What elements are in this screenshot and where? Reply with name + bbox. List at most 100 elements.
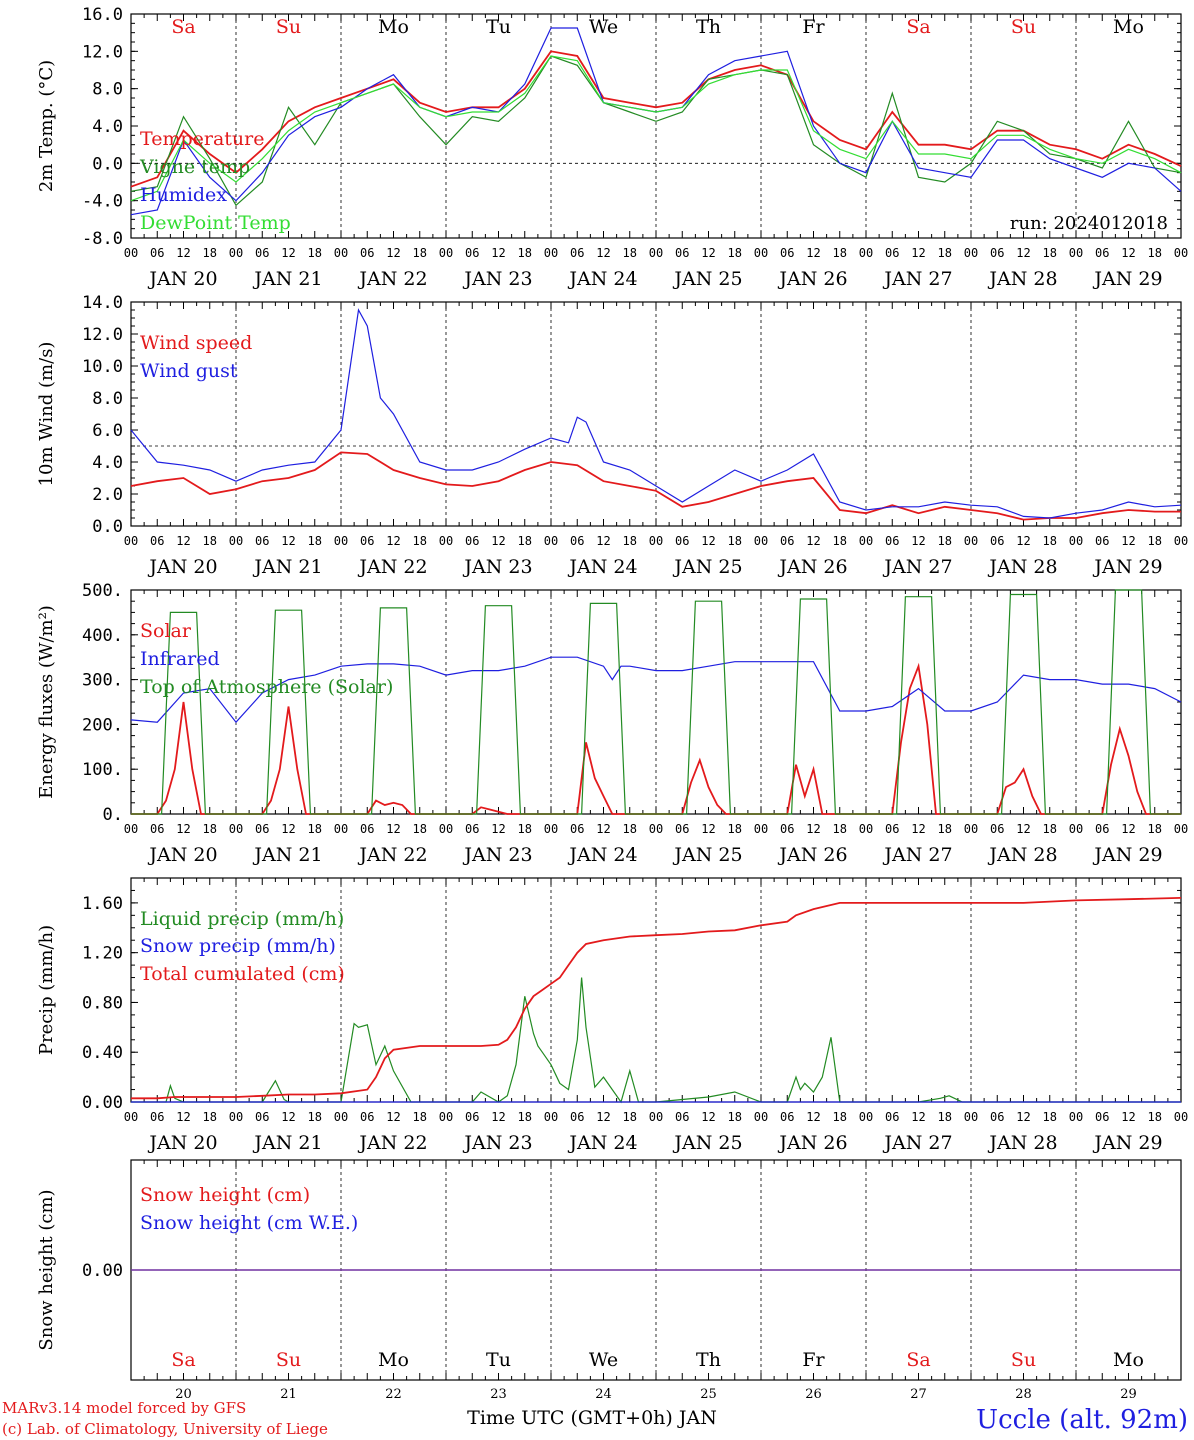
x-tick-label: 06	[990, 822, 1004, 836]
x-tick-label: 06	[675, 534, 689, 548]
x-tick-label: 06	[150, 1110, 164, 1124]
x-tick-label: 06	[465, 534, 479, 548]
date-label: JAN 25	[672, 844, 742, 866]
day-number: 22	[385, 1387, 402, 1402]
x-tick-label: 00	[964, 246, 978, 260]
x-tick-label: 00	[439, 1110, 453, 1124]
x-tick-label: 00	[754, 822, 768, 836]
x-tick-label: 12	[806, 1110, 820, 1124]
legend-entry: DewPoint Temp	[140, 212, 291, 234]
day-name: Tu	[486, 1349, 511, 1371]
date-label: JAN 20	[147, 268, 217, 290]
x-tick-label: 00	[649, 246, 663, 260]
series-line-vigne-temp	[130, 55, 1182, 207]
x-tick-label: 00	[1069, 1110, 1083, 1124]
x-tick-label: 06	[885, 246, 899, 260]
x-tick-label: 12	[596, 246, 610, 260]
x-tick-label: 12	[911, 246, 925, 260]
x-tick-label: 18	[623, 534, 637, 548]
x-tick-label: 06	[990, 534, 1004, 548]
date-label: JAN 21	[252, 1132, 322, 1154]
date-label: JAN 22	[357, 844, 427, 866]
x-tick-label: 06	[780, 822, 794, 836]
day-name: Sa	[171, 16, 195, 38]
x-tick-label: 00	[334, 1110, 348, 1124]
x-tick-label: 18	[518, 534, 532, 548]
day-name: Mo	[378, 16, 409, 38]
x-tick-label: 12	[491, 1110, 505, 1124]
x-tick-label: 06	[885, 822, 899, 836]
x-axis	[130, 1160, 1182, 1380]
x-tick-label: 12	[806, 822, 820, 836]
date-label: JAN 20	[147, 556, 217, 578]
y-tick-label: 400.	[82, 626, 123, 646]
x-tick-label: 12	[911, 822, 925, 836]
x-tick-label: 06	[255, 1110, 269, 1124]
y-tick-label: 0.0	[92, 517, 123, 537]
x-tick-label: 18	[1148, 534, 1162, 548]
x-tick-label: 18	[413, 822, 427, 836]
x-axis-title: Time UTC (GMT+0h) JAN	[467, 1407, 717, 1429]
x-tick-label: 12	[701, 534, 715, 548]
x-tick-label: 00	[1174, 1110, 1188, 1124]
day-number: 26	[805, 1387, 822, 1402]
y-tick-label: 1.60	[82, 894, 123, 914]
x-tick-label: 00	[1174, 822, 1188, 836]
x-tick-label: 18	[1148, 1110, 1162, 1124]
x-tick-label: 18	[728, 246, 742, 260]
date-label: JAN 27	[882, 556, 952, 578]
x-tick-label: 00	[334, 246, 348, 260]
x-tick-label: 18	[203, 246, 217, 260]
run-label: run: 2024012018	[1010, 213, 1168, 234]
x-tick-label: 00	[544, 822, 558, 836]
x-tick-label: 00	[439, 246, 453, 260]
y-tick-label: 0.80	[82, 993, 123, 1013]
x-tick-label: 06	[465, 1110, 479, 1124]
x-tick-label: 06	[990, 1110, 1004, 1124]
legend-entry: Vigne temp	[139, 156, 250, 178]
x-tick-label: 00	[124, 1110, 138, 1124]
y-tick-label: 2.0	[92, 485, 123, 505]
x-axis: 00 06 12 18 00 06 12 18 00 06 12 18 00 06 12 18 00 06 12 18…	[124, 590, 1188, 866]
x-tick-label: 06	[360, 822, 374, 836]
x-tick-label: 18	[518, 1110, 532, 1124]
date-label: JAN 23	[462, 844, 532, 866]
x-tick-label: 00	[544, 246, 558, 260]
date-label: JAN 26	[777, 844, 847, 866]
y-axis: 0.0 2.0 4.0 6.0 8.0 10.0 12.0 14.0	[82, 293, 1181, 537]
x-tick-label: 06	[1095, 534, 1109, 548]
y-axis-label: Energy fluxes (W/m²)	[36, 605, 57, 799]
legend-entry: Temperature	[140, 128, 264, 150]
series-line-total-cumulated-cm-	[131, 897, 1182, 1100]
day-number: 27	[910, 1387, 927, 1402]
date-label: JAN 20	[147, 1132, 217, 1154]
y-tick-label: 1.20	[82, 944, 123, 964]
x-tick-label: 18	[938, 246, 952, 260]
x-tick-label: 12	[281, 534, 295, 548]
series-line-wind-gust	[130, 308, 1182, 519]
x-tick-label: 00	[544, 534, 558, 548]
day-name: Mo	[1113, 16, 1144, 38]
station-label: Uccle (alt. 92m)	[976, 1405, 1188, 1435]
x-tick-label: 18	[518, 822, 532, 836]
legend-entry: Solar	[140, 620, 192, 642]
day-name: We	[589, 1349, 618, 1371]
series-line-temperature	[130, 50, 1182, 188]
date-label: JAN 27	[882, 268, 952, 290]
x-tick-label: 06	[255, 822, 269, 836]
date-label: JAN 29	[1092, 844, 1162, 866]
x-tick-label: 18	[833, 1110, 847, 1124]
x-tick-label: 12	[911, 534, 925, 548]
x-tick-label: 06	[570, 822, 584, 836]
x-tick-label: 06	[570, 246, 584, 260]
day-name: We	[589, 16, 618, 38]
y-tick-label: 12.0	[82, 42, 123, 62]
x-tick-label: 12	[701, 246, 715, 260]
x-tick-label: 12	[386, 1110, 400, 1124]
x-tick-label: 18	[413, 246, 427, 260]
x-tick-label: 12	[596, 534, 610, 548]
x-tick-label: 06	[1095, 246, 1109, 260]
day-name: Sa	[171, 1349, 195, 1371]
